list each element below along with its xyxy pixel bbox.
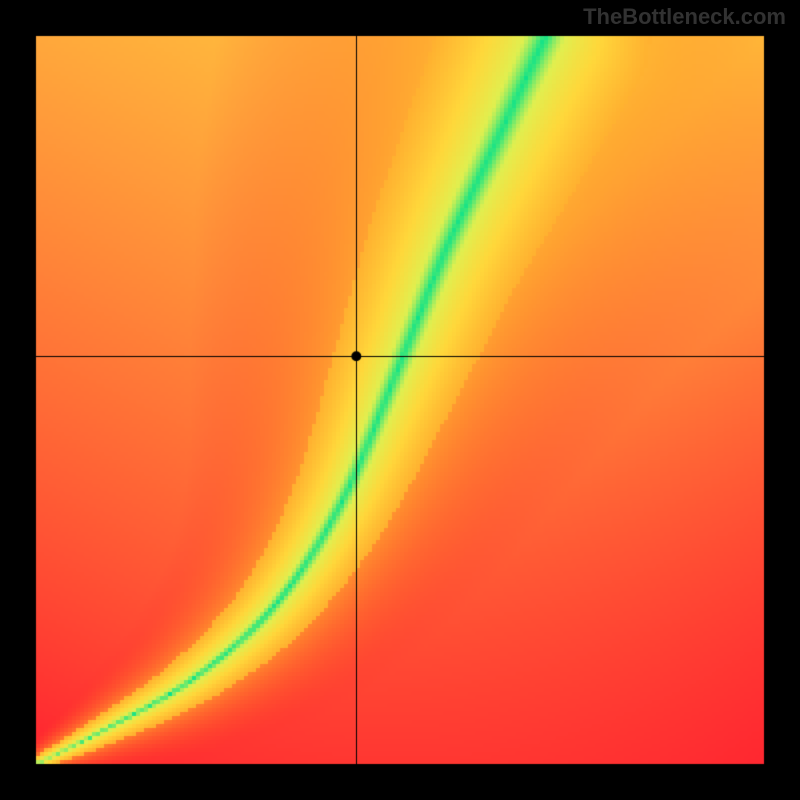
- watermark-text: TheBottleneck.com: [583, 4, 786, 30]
- bottleneck-heatmap: [0, 0, 800, 800]
- chart-container: TheBottleneck.com: [0, 0, 800, 800]
